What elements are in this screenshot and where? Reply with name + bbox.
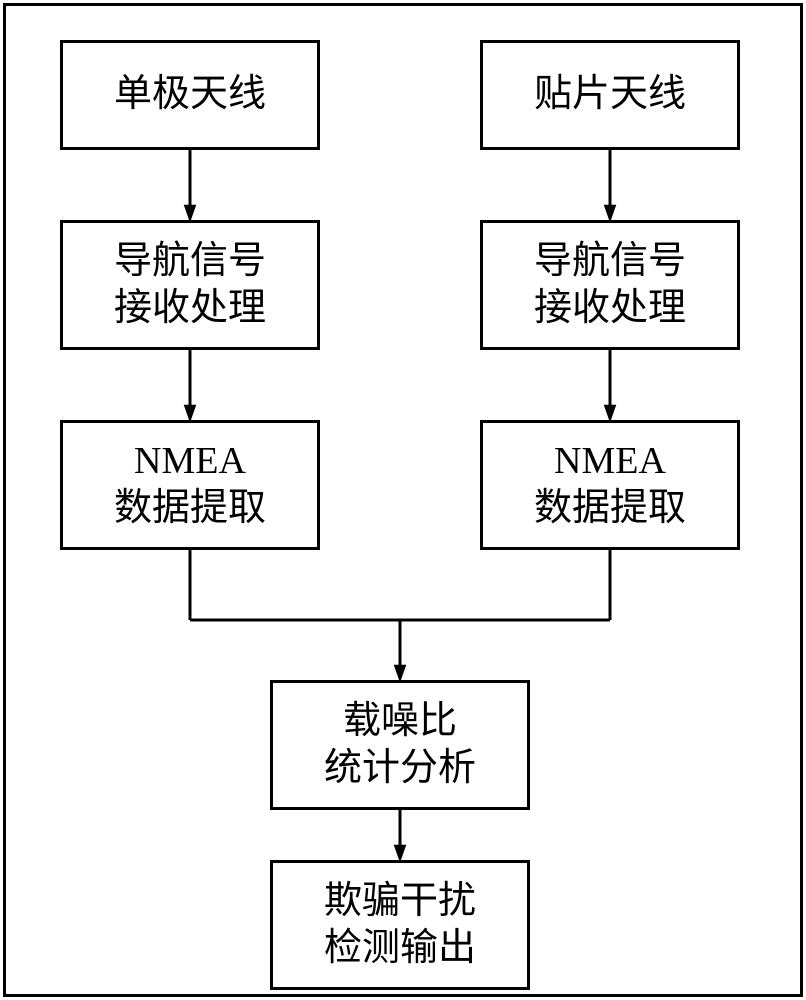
node-label-line2: 数据提取 — [534, 485, 686, 533]
node-label-line1: NMEA — [134, 438, 246, 486]
node-nmea-extract-left: NMEA 数据提取 — [60, 420, 320, 550]
node-label-line2: 接收处理 — [534, 285, 686, 333]
node-label-line1: 欺骗干扰 — [324, 878, 476, 926]
diagram-canvas: 单极天线 贴片天线 导航信号 接收处理 导航信号 接收处理 NMEA 数据提取 … — [0, 0, 806, 1000]
node-label-line2: 数据提取 — [114, 485, 266, 533]
node-label-line1: 导航信号 — [114, 238, 266, 286]
node-spoofing-detection-output: 欺骗干扰 检测输出 — [270, 860, 530, 990]
node-label-line1: 载噪比 — [343, 698, 457, 746]
node-label-line2: 统计分析 — [324, 745, 476, 793]
node-label: 贴片天线 — [534, 71, 686, 119]
node-cnr-statistical-analysis: 载噪比 统计分析 — [270, 680, 530, 810]
node-monopole-antenna: 单极天线 — [60, 40, 320, 150]
node-label-line1: 导航信号 — [534, 238, 686, 286]
node-nmea-extract-right: NMEA 数据提取 — [480, 420, 740, 550]
node-label-line1: NMEA — [554, 438, 666, 486]
node-label-line2: 接收处理 — [114, 285, 266, 333]
node-label-line2: 检测输出 — [324, 925, 476, 973]
node-nav-signal-rx-right: 导航信号 接收处理 — [480, 220, 740, 350]
node-label: 单极天线 — [114, 71, 266, 119]
node-nav-signal-rx-left: 导航信号 接收处理 — [60, 220, 320, 350]
node-patch-antenna: 贴片天线 — [480, 40, 740, 150]
